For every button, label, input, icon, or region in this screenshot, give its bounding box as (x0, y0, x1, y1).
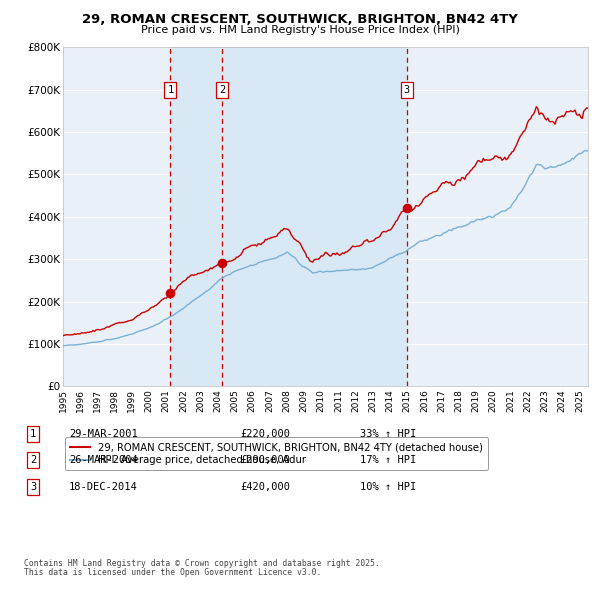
Point (217, 259, 227, 268)
Text: Contains HM Land Registry data © Crown copyright and database right 2025.: Contains HM Land Registry data © Crown c… (24, 559, 380, 568)
Text: £290,000: £290,000 (240, 455, 290, 465)
Text: 29, ROMAN CRESCENT, SOUTHWICK, BRIGHTON, BN42 4TY: 29, ROMAN CRESCENT, SOUTHWICK, BRIGHTON,… (82, 13, 518, 26)
Text: 1: 1 (167, 84, 173, 94)
Text: 18-DEC-2014: 18-DEC-2014 (69, 482, 138, 491)
Text: 17% ↑ HPI: 17% ↑ HPI (360, 455, 416, 465)
Text: 26-MAR-2004: 26-MAR-2004 (69, 455, 138, 465)
Point (402, 204, 412, 213)
Text: 2: 2 (30, 455, 36, 465)
Point (166, 289, 175, 298)
Text: 33% ↑ HPI: 33% ↑ HPI (360, 429, 416, 438)
Text: 3: 3 (30, 482, 36, 491)
Text: £220,000: £220,000 (240, 429, 290, 438)
Text: Price paid vs. HM Land Registry's House Price Index (HPI): Price paid vs. HM Land Registry's House … (140, 25, 460, 35)
Bar (170, 47, 407, 386)
Text: £420,000: £420,000 (240, 482, 290, 491)
Text: This data is licensed under the Open Government Licence v3.0.: This data is licensed under the Open Gov… (24, 568, 322, 577)
Text: 3: 3 (403, 84, 410, 94)
Text: 2: 2 (219, 84, 225, 94)
Text: 29-MAR-2001: 29-MAR-2001 (69, 429, 138, 438)
Text: 1: 1 (30, 429, 36, 438)
Text: 10% ↑ HPI: 10% ↑ HPI (360, 482, 416, 491)
Legend: 29, ROMAN CRESCENT, SOUTHWICK, BRIGHTON, BN42 4TY (detached house), HPI: Average: 29, ROMAN CRESCENT, SOUTHWICK, BRIGHTON,… (65, 437, 488, 470)
